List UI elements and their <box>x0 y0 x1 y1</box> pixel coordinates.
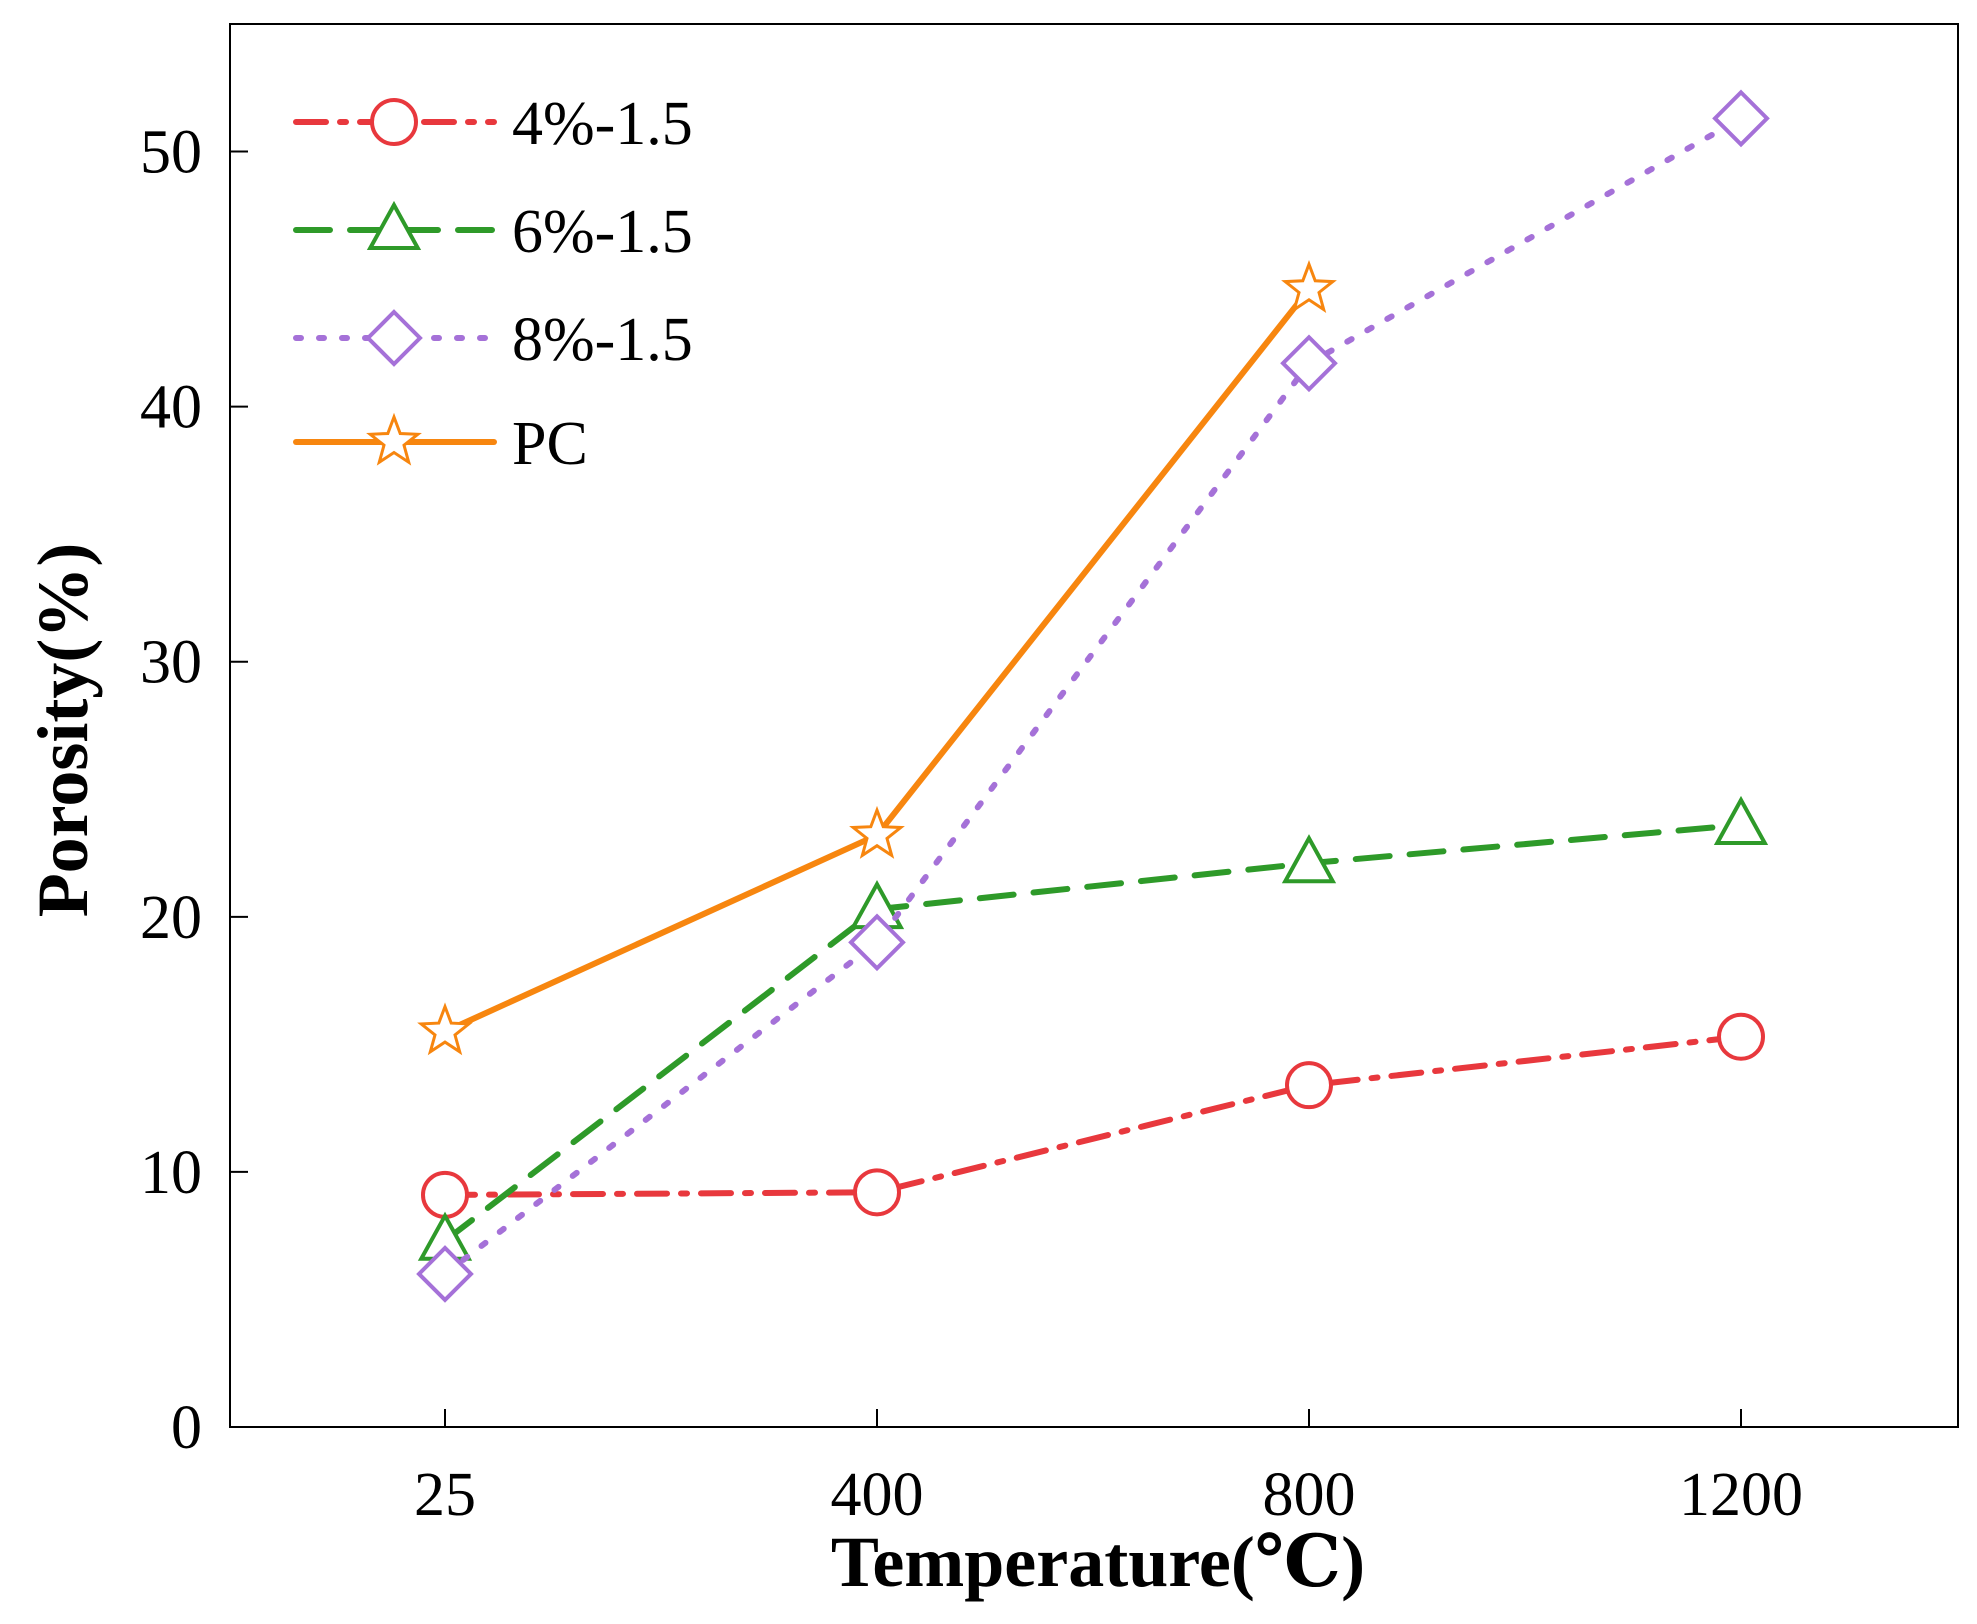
data-point-marker <box>853 1168 901 1217</box>
data-point-marker <box>421 1170 469 1219</box>
legend: 4%-1.5 6%-1.5 8%-1.5 PC <box>293 90 693 478</box>
data-point-marker <box>1281 834 1337 884</box>
legend-label: 4%-1.5 <box>512 90 693 158</box>
y-tick-label: 30 <box>140 629 202 697</box>
data-point-marker <box>1281 260 1337 313</box>
legend-marker <box>366 200 422 250</box>
x-tick-label: 400 <box>831 1461 924 1529</box>
legend-label: PC <box>512 410 588 478</box>
axes: 0 10 20 30 40 50 25 400 800 1200 <box>140 23 1959 1529</box>
y-tick-label: 10 <box>140 1139 202 1207</box>
series-6%-1.5 <box>417 795 1769 1261</box>
data-point-marker <box>849 805 905 859</box>
x-tick-label: 1200 <box>1679 1461 1803 1529</box>
legend-entry: 6%-1.5 <box>293 198 693 266</box>
data-point-marker <box>1712 89 1770 148</box>
data-point-marker <box>416 1245 474 1303</box>
data-point-marker <box>1280 334 1338 393</box>
data-point-marker <box>1713 795 1769 845</box>
plot-frame <box>229 23 1959 1428</box>
legend-entry: 8%-1.5 <box>293 306 693 374</box>
legend-marker <box>366 412 422 466</box>
y-tick-label: 20 <box>140 884 202 952</box>
x-axis-title: Temperature(℃) <box>831 1522 1365 1602</box>
legend-label: 8%-1.5 <box>512 306 693 374</box>
data-point-marker <box>1285 1061 1333 1110</box>
y-axis-title: Porosity(%) <box>23 543 103 918</box>
y-tick-label: 0 <box>171 1394 202 1462</box>
series-4%-1.5 <box>421 1012 1765 1219</box>
legend-label: 6%-1.5 <box>512 198 693 266</box>
x-tick-label: 800 <box>1263 1461 1356 1529</box>
series-layer <box>416 89 1770 1303</box>
legend-entry: PC <box>293 410 588 478</box>
series-line <box>442 115 1744 1277</box>
y-tick-label: 40 <box>140 374 202 442</box>
legend-marker <box>365 309 423 367</box>
series-line <box>442 822 1744 1244</box>
legend-marker <box>370 98 418 146</box>
series-8%-1.5 <box>416 89 1770 1303</box>
data-point-marker <box>848 913 906 972</box>
y-tick-label: 50 <box>140 119 202 187</box>
data-point-marker <box>417 1002 473 1056</box>
x-tick-label: 25 <box>414 1461 476 1529</box>
legend-entry: 4%-1.5 <box>293 90 693 158</box>
data-point-marker <box>1717 1012 1765 1061</box>
series-PC <box>417 260 1337 1056</box>
series-line <box>442 1033 1744 1198</box>
